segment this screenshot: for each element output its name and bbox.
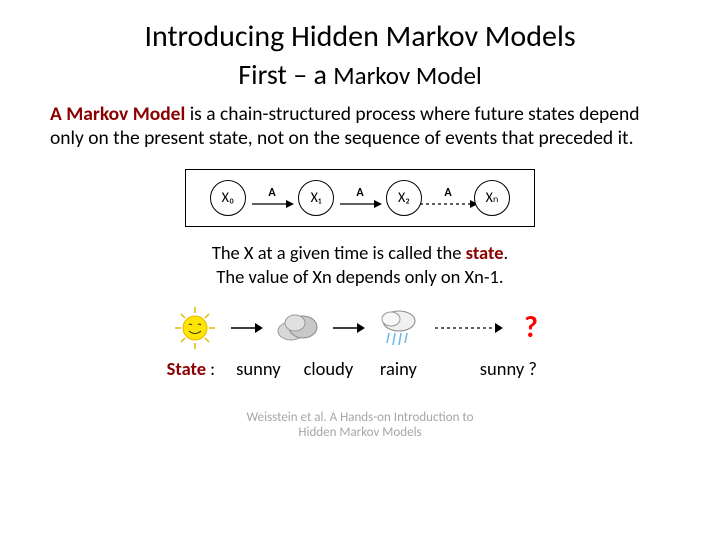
state-item: sunny ? — [463, 357, 553, 380]
definition-paragraph: A Markov Model is a chain-structured pro… — [50, 102, 670, 151]
chain-row: X₀ A X₁ A X₂ A Xₙ — [210, 180, 510, 216]
chain-arrow-group: A — [338, 186, 382, 210]
slide-title: Introducing Hidden Markov Models — [50, 18, 670, 55]
chain-arrow-group: A — [250, 186, 294, 210]
weather-diagram: ? — [50, 305, 670, 351]
subtitle-term: Markov Model — [333, 60, 481, 91]
arrow-icon — [338, 198, 382, 210]
state-labels-row: State: sunny cloudy rainy sunny ? — [50, 357, 670, 380]
markov-chain-diagram: X₀ A X₁ A X₂ A Xₙ — [185, 169, 535, 227]
mid-line1-pre: The X at a given time is called the — [212, 241, 466, 264]
definition-lead: A Markov Model — [50, 102, 185, 126]
chain-node: X₂ — [386, 180, 422, 216]
rain-icon — [373, 305, 425, 351]
arrow-icon — [433, 321, 503, 335]
mid-line2: The value of Xn depends only on Xn-1. — [216, 265, 503, 288]
footer-line1: Weisstein et al. A Hands-on Introduction… — [247, 410, 474, 425]
arrow-icon — [331, 321, 365, 335]
mid-line1-post: . — [504, 241, 509, 264]
sun-icon — [169, 305, 221, 351]
arrow-icon — [229, 321, 263, 335]
question-mark: ? — [511, 309, 551, 346]
mid-explanation: The X at a given time is called the stat… — [50, 241, 670, 289]
state-label: State — [167, 357, 206, 380]
state-item: rainy — [363, 357, 433, 380]
state-colon: : — [210, 357, 223, 380]
footer-citation: Weisstein et al. A Hands-on Introduction… — [50, 410, 670, 441]
slide-subtitle: First – a Markov Model — [50, 57, 670, 92]
cloud-icon — [271, 305, 323, 351]
chain-node: X₀ — [210, 180, 246, 216]
state-item: cloudy — [293, 357, 363, 380]
chain-node: X₁ — [298, 180, 334, 216]
subtitle-prefix: First – a — [238, 57, 333, 92]
state-item: sunny — [223, 357, 293, 380]
arrow-icon — [250, 198, 294, 210]
chain-node: Xₙ — [474, 180, 510, 216]
arrow-icon — [418, 198, 478, 210]
mid-line1-emph: state — [466, 241, 504, 264]
footer-line2: Hidden Markov Models — [298, 425, 421, 440]
chain-arrow-group: A — [426, 186, 470, 210]
slide-container: Introducing Hidden Markov Models First –… — [0, 0, 720, 451]
